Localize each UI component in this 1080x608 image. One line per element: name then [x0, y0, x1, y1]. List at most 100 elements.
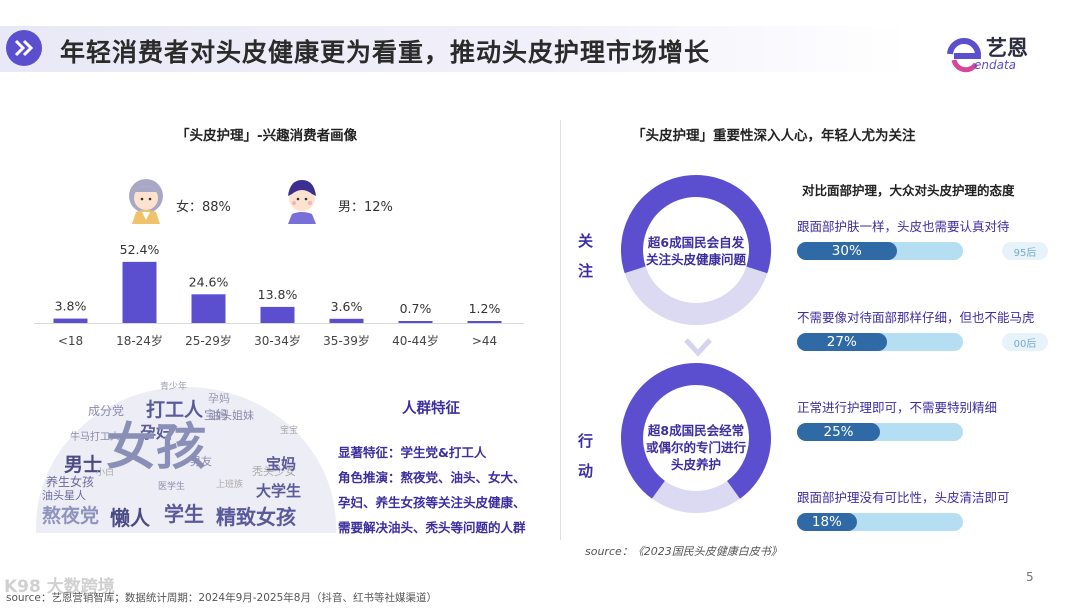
bar-value-label: 0.7%	[400, 301, 432, 316]
age-tag: 00后	[1002, 333, 1048, 351]
word-cloud-word: 打工人	[146, 399, 204, 421]
category-tick-label: >44	[472, 334, 497, 348]
word-cloud-word: 宝妈	[266, 455, 297, 473]
attitude-title: 对比面部护理，大众对头皮护理的态度	[802, 183, 1015, 198]
label-attention: 关 注	[578, 226, 596, 286]
donut-line: 超8成国民会经常	[647, 423, 745, 438]
category-tick-label: 40-44岁	[392, 333, 439, 348]
category-tick-label: 30-34岁	[254, 333, 301, 348]
word-cloud: 青少年 孕妈 成分党 打工人 宝妈 油头姐妹 孕妇 牛马打工人 女孩 男士 男友 秃头少女 养生女孩 宝妈…	[36, 377, 336, 533]
word-cloud-word: 精致女孩	[216, 505, 296, 529]
section-divider	[560, 120, 561, 540]
word-cloud-word: 秃头少女	[252, 465, 296, 478]
word-cloud-word: 男友	[190, 455, 212, 468]
label-action: 行 动	[578, 426, 596, 486]
word-cloud-word: 大学生	[256, 482, 302, 500]
watermark: K98 大数跨境	[4, 577, 115, 597]
bar-value-label: 1.2%	[469, 301, 501, 316]
category-tick-label: <18	[58, 334, 83, 348]
bar	[398, 321, 433, 323]
word-cloud-word: 青少年	[160, 382, 188, 392]
label-char: 行	[578, 432, 594, 450]
bar-value-label: 52.4%	[120, 242, 160, 257]
bar	[329, 318, 364, 323]
word-cloud-word: 男士	[64, 454, 103, 476]
attitude-text: 跟面部护肤一样，头皮也需要认真对待	[797, 219, 1010, 234]
attitude-text: 跟面部护理没有可比性，头皮清洁即可	[797, 490, 1010, 505]
page-title: 年轻消费者对头皮健康更为看重，推动头皮护理市场增长	[60, 38, 711, 67]
bar-value-label: 3.8%	[55, 299, 87, 314]
word-cloud-word: 医学生	[158, 482, 186, 492]
donut-action-text: 超8成国民会经常 或偶尔的专门进行 头皮养护	[636, 422, 756, 473]
logo-chinese: 艺恩	[986, 36, 1028, 60]
category-tick-label: 18-24岁	[116, 333, 163, 348]
age-tag: 95后	[1002, 242, 1048, 260]
attitude-text: 不需要像对待面部那样仔细，但也不能马虎	[797, 310, 1035, 325]
word-cloud-word: 牛马打工人	[70, 432, 120, 443]
donut-attention-text: 超6成国民会自发 关注头皮健康问题	[636, 234, 756, 268]
crowd-line: 角色推演：熬夜党、油头、女大、	[338, 470, 526, 485]
word-cloud-word: 熬夜党	[42, 505, 100, 527]
donut-attention	[621, 175, 771, 325]
crowd-features-title: 人群特征	[402, 401, 460, 417]
bar-value-label: 13.8%	[258, 287, 298, 302]
word-cloud-word: 女孩	[106, 418, 206, 476]
bar	[53, 318, 88, 323]
word-cloud-word: 学生	[164, 502, 204, 526]
category-tick-label: 35-39岁	[323, 333, 370, 348]
chevron-down-icon	[684, 338, 712, 357]
word-cloud-word: 宝妈	[204, 408, 229, 422]
donut-line: 关注头皮健康问题	[645, 252, 746, 267]
male-percentage: 男：12%	[338, 200, 393, 215]
endata-logo: 艺恩 endata	[944, 32, 1054, 76]
left-section-title: 「头皮护理」-兴趣消费者画像	[176, 128, 358, 144]
category-tick-label: 25-29岁	[185, 333, 232, 348]
female-percentage: 女：88%	[176, 200, 231, 215]
attitude-bar-fill: 27%	[797, 333, 887, 351]
age-bar-chart: 3.8% <18 52.4% 18-24岁 24.6% 25-29岁 13.8% 30-34岁…	[34, 242, 524, 348]
page-number: 5	[1026, 570, 1034, 584]
label-char: 关	[578, 232, 594, 250]
endata-logo-icon	[947, 37, 982, 73]
bar	[260, 306, 295, 323]
attitude-bar-fill: 30%	[797, 242, 897, 260]
bar	[122, 261, 157, 323]
male-avatar-icon	[288, 180, 316, 224]
word-cloud-word: 孕妈	[208, 392, 230, 405]
word-cloud-word: 宝宝	[280, 426, 299, 436]
donut-arc	[621, 363, 771, 513]
word-cloud-word: 孕妇	[140, 423, 173, 442]
attitude-bar-fill: 25%	[797, 423, 880, 441]
crowd-line: 需要解决油头、秃头等问题的人群	[338, 520, 526, 535]
header-bar	[0, 26, 910, 72]
crowd-line: 孕妇、养生女孩等关注头皮健康、	[338, 495, 526, 510]
bar-value-label: 3.6%	[331, 299, 363, 314]
double-chevron-icon	[6, 30, 42, 66]
crowd-features-text: 显著特征：学生党&打工人 角色推演：熬夜党、油头、女大、 孕妇、养生女孩等关注头…	[338, 440, 558, 540]
label-char: 动	[578, 462, 594, 480]
right-section-title: 「头皮护理」重要性深入人心，年轻人尤为关注	[632, 128, 916, 144]
word-cloud-background	[36, 387, 336, 533]
bar-value-label: 24.6%	[189, 274, 229, 289]
female-avatar-icon	[129, 179, 163, 224]
bottom-source-note: source：艺恩营销智库；数据统计周期：2024年9月-2025年8月（抖音、…	[6, 592, 437, 604]
word-cloud-word: 油头姐妹	[210, 409, 254, 422]
attitude-bar-fill: 18%	[797, 513, 857, 531]
logo-english: endata	[974, 58, 1017, 72]
word-cloud-word: 成分党	[88, 404, 125, 418]
label-char: 注	[578, 262, 594, 280]
attitude-text: 正常进行护理即可，不需要特别精细	[797, 400, 998, 415]
donut-line: 头皮养护	[670, 457, 721, 472]
crowd-line: 显著特征：学生党&打工人	[338, 445, 487, 460]
word-cloud-word: 懒人	[110, 506, 150, 530]
bar	[467, 321, 502, 323]
word-cloud-word: 小白	[96, 468, 115, 478]
word-cloud-word: 养生女孩	[46, 475, 95, 489]
right-source-note: source：《2023国民头皮健康白皮书》	[585, 545, 782, 558]
donut-line: 超6成国民会自发	[647, 235, 745, 250]
word-cloud-word: 上班族	[216, 480, 244, 490]
word-cloud-word: 油头星人	[42, 489, 86, 502]
donut-action	[621, 363, 771, 513]
bar	[191, 294, 226, 323]
donut-line: 或偶尔的专门进行	[645, 440, 746, 455]
